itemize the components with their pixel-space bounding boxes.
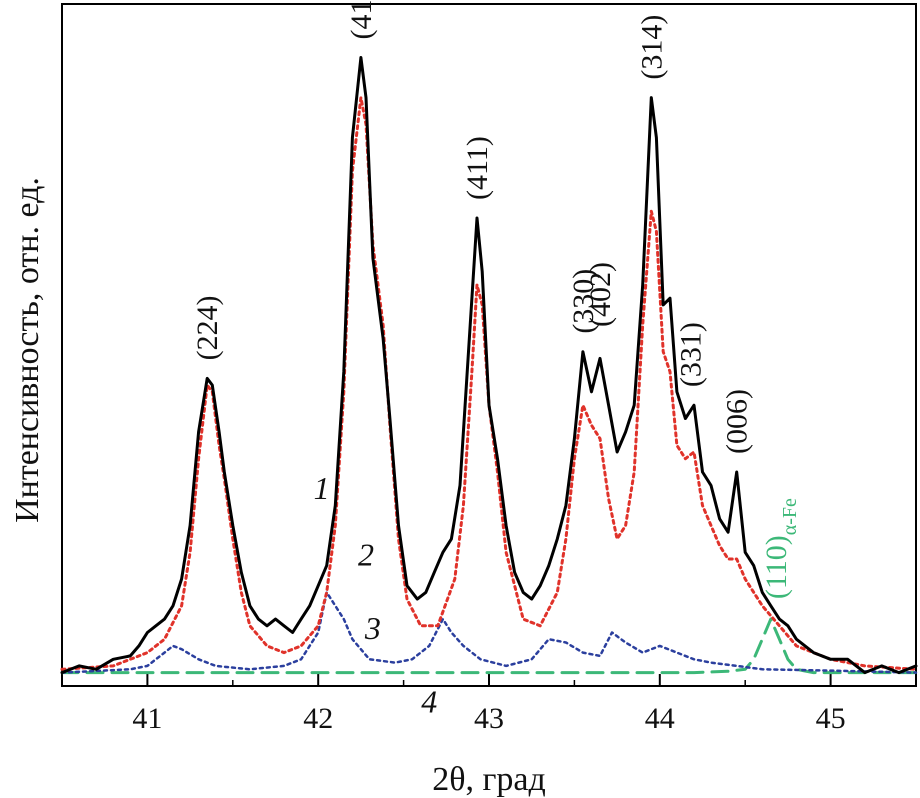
x-tick-label: 44 (645, 702, 675, 735)
series-3-line (60, 591, 918, 674)
x-tick-label: 42 (303, 702, 333, 735)
peak-label: (331) (675, 322, 708, 387)
curve-number-label: 3 (364, 610, 381, 646)
peak-label: (402) (584, 262, 617, 327)
peak-label: (410) (345, 0, 378, 39)
curves (60, 56, 918, 675)
curve-number-label: 4 (421, 684, 437, 720)
peak-label: (224) (191, 295, 224, 360)
peak-labels: (224) (410) (411) (330)(402) (314) (331) (006)… (191, 0, 801, 599)
x-tick-label: 41 (132, 702, 162, 735)
curve-number-label: 2 (358, 537, 374, 573)
series-1-line (60, 56, 918, 675)
curve-number-label: 1 (314, 470, 330, 506)
peak-label: (314) (635, 15, 668, 80)
curve-numbers: 12 3 4 (314, 470, 438, 720)
peak-label: (006) (721, 389, 754, 454)
peak-label: (411) (461, 136, 494, 200)
x-axis-label: 2θ, град (432, 761, 546, 798)
x-tick-label: 45 (816, 702, 846, 735)
alpha-fe-peak-label: (110)α-Fe (760, 498, 801, 599)
x-tick-label: 43 (474, 702, 504, 735)
y-axis-label: Интенсивность, отн. ед. (9, 177, 46, 523)
peak-label: (330) (567, 269, 600, 334)
